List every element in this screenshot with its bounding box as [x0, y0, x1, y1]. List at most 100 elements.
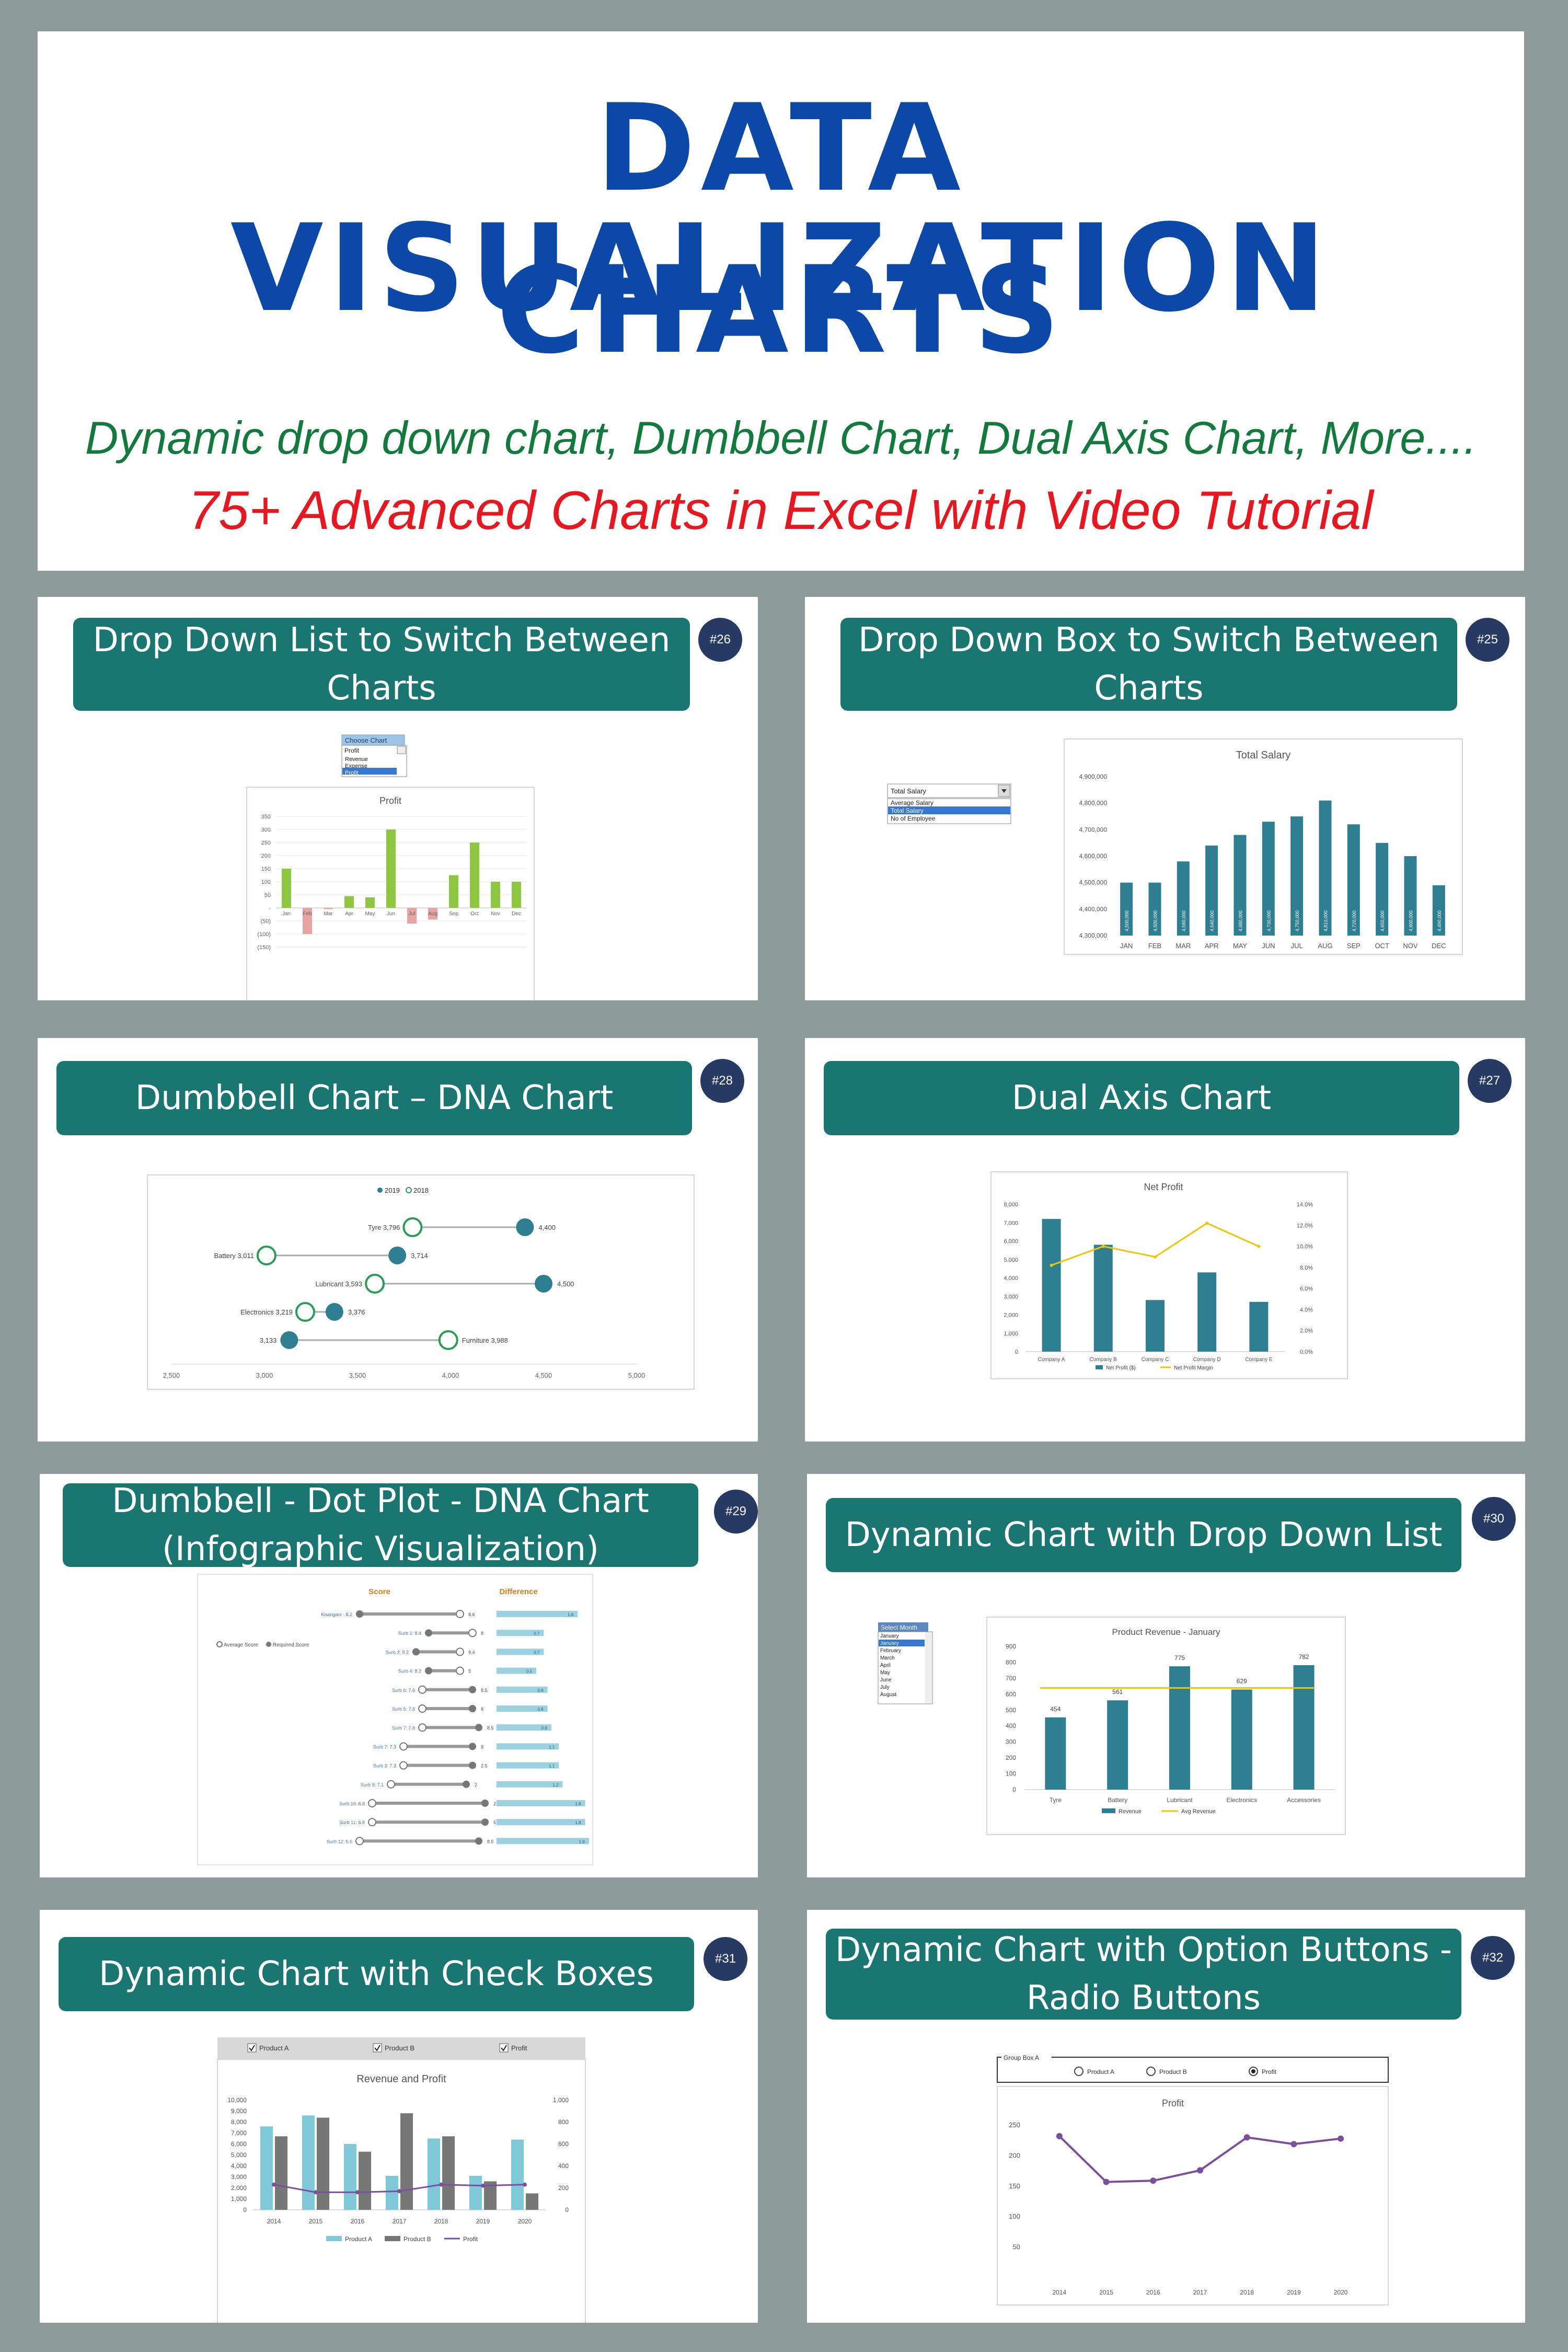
y-tick-label: 4,300,000 [1079, 932, 1108, 939]
point-label-right: Furniture 3,988 [462, 1336, 508, 1344]
dropdown-option-highlight [342, 768, 397, 775]
x-tick-label: 2,500 [163, 1371, 180, 1379]
listbox-scrollbar [925, 1632, 932, 1703]
point-2018 [365, 1274, 385, 1294]
x-tick-label: 3,500 [349, 1371, 366, 1379]
average-score-point [456, 1647, 464, 1656]
panel-drop-down-list[interactable]: Drop Down List to Switch Between Charts … [38, 597, 758, 1000]
bar-value-label: 4,650,000 [1380, 910, 1385, 931]
panel-dumbbell-chart[interactable]: Dumbbell Chart – DNA Chart #28 2019 2018 2… [38, 1038, 758, 1442]
point-2019 [280, 1331, 298, 1349]
listbox-option: June [880, 1677, 892, 1683]
check-icon [501, 2045, 507, 2051]
required-score-point [469, 1705, 476, 1712]
difference-bar [497, 1781, 563, 1788]
difference-label: 0.8 [537, 1707, 544, 1712]
required-score-label: 5 [468, 1669, 471, 1674]
profit-point [1056, 2133, 1063, 2140]
difference-bar [497, 1838, 589, 1844]
bar-product-a [469, 2175, 482, 2210]
point-2019 [388, 1247, 407, 1264]
difference-bar [497, 1724, 551, 1731]
legend-marker-2018 [406, 1187, 412, 1193]
row-label: Surb 11: 6.8 [340, 1820, 365, 1825]
y2-tick-label: 8.0% [1300, 1265, 1313, 1271]
y-tick-label: 150 [1009, 2182, 1020, 2190]
profit-point [523, 2182, 527, 2187]
row-label: Surb 1: 8.4 [398, 1631, 421, 1636]
y-tick-label: 250 [261, 840, 271, 846]
y-tick-label: 8,000 [231, 2118, 247, 2126]
radio-button [1074, 2067, 1083, 2076]
bar [407, 908, 417, 924]
x-tick-label: MAY [1233, 942, 1248, 950]
y-tick-label: 150 [261, 866, 271, 872]
row-label: Surb 4: 8.2 [398, 1669, 421, 1674]
bar [1205, 845, 1218, 936]
panel-dual-axis-chart[interactable]: Dual Axis Chart #27 Net Profit 8,000 7,000… [805, 1038, 1525, 1442]
y-tick-label: 300 [261, 827, 271, 833]
margin-point [1154, 1255, 1157, 1259]
x-tick-label: 5,000 [628, 1371, 645, 1379]
x-tick-label: SEP [1347, 942, 1361, 950]
panel-drop-down-box[interactable]: Drop Down Box to Switch Between Charts #… [805, 597, 1525, 1000]
bar [1290, 816, 1304, 936]
y-tick-label: 800 [1006, 1658, 1016, 1666]
checkbox [247, 2043, 257, 2053]
required-score-point [469, 1686, 476, 1693]
legend-swatch [326, 2236, 342, 2241]
group-box [997, 2057, 1389, 2083]
bar [1120, 882, 1133, 936]
x-tick-label: 2017 [393, 2218, 407, 2225]
bar [1197, 1272, 1217, 1352]
legend-label: Average Score [224, 1642, 258, 1648]
x-tick-label: 3,000 [256, 1371, 273, 1379]
point-2018 [256, 1246, 276, 1265]
x-tick-label: Jan [282, 911, 291, 917]
panel-dot-plot[interactable]: Dumbbell - Dot Plot - DNA Chart (Infogra… [40, 1474, 758, 1877]
average-score-point [387, 1780, 395, 1789]
x-tick-label: Aug [428, 911, 437, 917]
bar [1093, 1244, 1113, 1352]
point-label-left: 3,133 [260, 1336, 277, 1344]
difference-label: 0.8 [537, 1688, 544, 1693]
profit-point [272, 2182, 276, 2187]
panel-badge: #26 [698, 618, 742, 662]
required-score-label: 8 [481, 1707, 483, 1712]
y-tick-label: 4,600,000 [1079, 852, 1108, 860]
x-tick-label: 4,000 [442, 1371, 459, 1379]
bar [428, 908, 437, 920]
y-tick-label: 4,900,000 [1079, 773, 1108, 780]
legend-label: Net Profit ($) [1106, 1365, 1136, 1371]
required-score-point [356, 1610, 363, 1618]
profit-line-chart: Group Box A Product A Product B Profit Profi… [997, 2053, 1389, 2305]
point-label-right: 3,714 [411, 1252, 428, 1260]
legend-swatch [385, 2236, 400, 2241]
listbox-highlight [879, 1640, 925, 1646]
y-tick-label: 4,400,000 [1079, 905, 1108, 913]
difference-label: 0.7 [534, 1650, 540, 1655]
average-score-point [418, 1685, 426, 1694]
difference-label: 1.9 [579, 1839, 585, 1844]
x-tick-label: Tyre [1050, 1796, 1062, 1804]
y2-tick-label: 800 [558, 2118, 569, 2126]
y-tick-label: 900 [1006, 1643, 1016, 1650]
panel-title: Dynamic Chart with Check Boxes [59, 1937, 694, 2011]
y2-tick-label: 4.0% [1300, 1307, 1313, 1313]
radio-label: Product A [1087, 2068, 1114, 2076]
panel-check-boxes[interactable]: Dynamic Chart with Check Boxes #31 Produ… [40, 1910, 758, 2323]
panel-option-buttons[interactable]: Dynamic Chart with Option Buttons - Radi… [807, 1910, 1525, 2323]
required-score-point [469, 1761, 476, 1769]
bar [324, 908, 333, 909]
profit-point [1150, 2177, 1157, 2184]
bar [1177, 861, 1190, 936]
panel-dynamic-drop-down[interactable]: Dynamic Chart with Drop Down List #30 Se… [807, 1474, 1525, 1877]
listbox-option: February [880, 1648, 901, 1654]
radio-button [1146, 2067, 1156, 2076]
legend-marker-required [266, 1642, 271, 1647]
x-tick-label: 2014 [1053, 2289, 1067, 2296]
required-score-point [412, 1648, 420, 1656]
panel-badge: #28 [700, 1059, 744, 1103]
row-label: Surb 3: 7.3 [373, 1763, 396, 1769]
x-tick-label: Company A [1038, 1357, 1065, 1363]
